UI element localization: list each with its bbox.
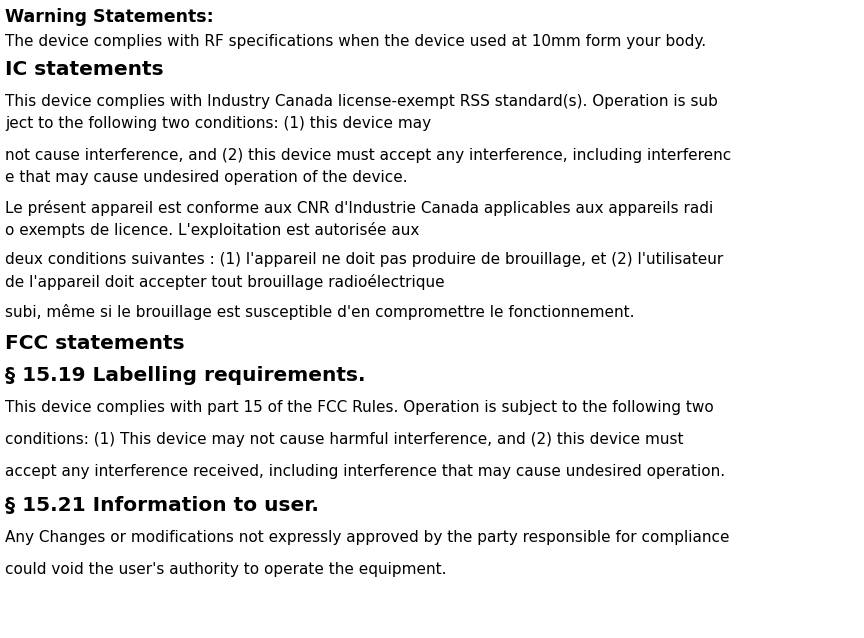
Text: FCC statements: FCC statements [5,334,185,353]
Text: § 15.21 Information to user.: § 15.21 Information to user. [5,496,319,515]
Text: Le présent appareil est conforme aux CNR d'Industrie Canada applicables aux appa: Le présent appareil est conforme aux CNR… [5,200,714,216]
Text: This device complies with Industry Canada license-exempt RSS standard(s). Operat: This device complies with Industry Canad… [5,94,718,109]
Text: subi, même si le brouillage est susceptible d'en compromettre le fonctionnement.: subi, même si le brouillage est suscepti… [5,304,634,320]
Text: o exempts de licence. L'exploitation est autorisée aux: o exempts de licence. L'exploitation est… [5,222,419,238]
Text: de l'appareil doit accepter tout brouillage radioélectrique: de l'appareil doit accepter tout brouill… [5,274,445,290]
Text: Any Changes or modifications not expressly approved by the party responsible for: Any Changes or modifications not express… [5,530,729,545]
Text: § 15.19 Labelling requirements.: § 15.19 Labelling requirements. [5,366,365,385]
Text: could void the user's authority to operate the equipment.: could void the user's authority to opera… [5,562,447,577]
Text: Warning Statements:: Warning Statements: [5,8,213,26]
Text: IC statements: IC statements [5,60,163,79]
Text: The device complies with RF specifications when the device used at 10mm form you: The device complies with RF specificatio… [5,34,706,49]
Text: e that may cause undesired operation of the device.: e that may cause undesired operation of … [5,170,408,185]
Text: conditions: (1) This device may not cause harmful interference, and (2) this dev: conditions: (1) This device may not caus… [5,432,683,447]
Text: deux conditions suivantes : (1) l'appareil ne doit pas produire de brouillage, e: deux conditions suivantes : (1) l'appare… [5,252,723,267]
Text: accept any interference received, including interference that may cause undesire: accept any interference received, includ… [5,464,725,479]
Text: ject to the following two conditions: (1) this device may: ject to the following two conditions: (1… [5,116,431,131]
Text: not cause interference, and (2) this device must accept any interference, includ: not cause interference, and (2) this dev… [5,148,731,163]
Text: This device complies with part 15 of the FCC Rules. Operation is subject to the : This device complies with part 15 of the… [5,400,714,415]
